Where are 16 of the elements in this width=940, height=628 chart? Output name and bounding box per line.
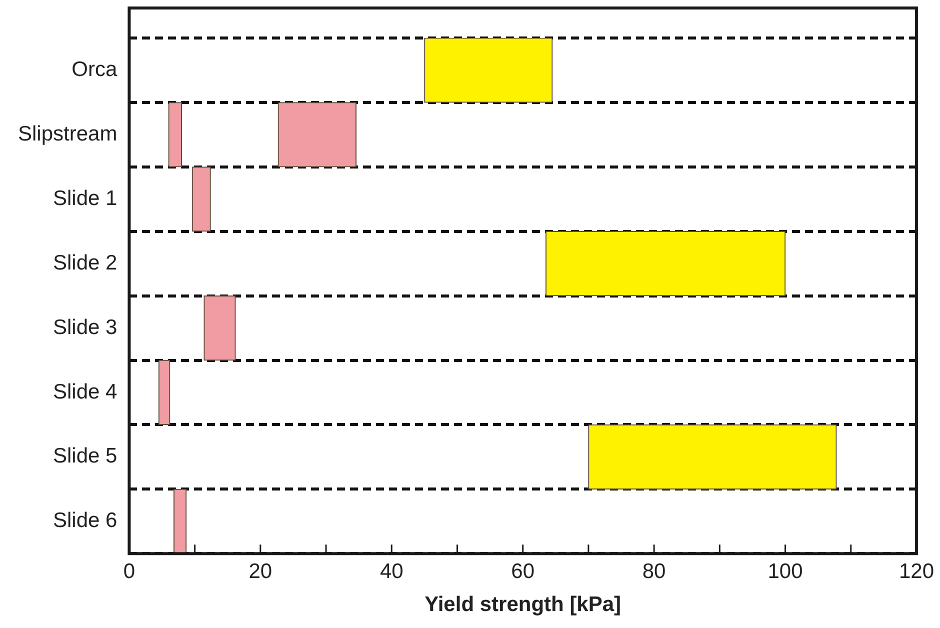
- x-tick-label: 120: [898, 560, 934, 583]
- x-tick-label: 40: [380, 560, 404, 583]
- x-tick-label: 80: [642, 560, 666, 583]
- x-tick-label: 0: [123, 560, 136, 583]
- y-tick-label: Slide 6: [52, 509, 118, 532]
- x-axis-title: Yield strength [kPa]: [424, 593, 622, 616]
- y-tick-label: Slide 4: [52, 380, 118, 404]
- x-tick-label: 20: [248, 560, 272, 583]
- y-tick-label: Slide 3: [52, 316, 118, 339]
- x-tick-label: 60: [511, 560, 535, 583]
- y-tick-label: Slide 1: [52, 186, 118, 210]
- y-tick-label: Slide 5: [52, 444, 118, 468]
- x-tick-label: 100: [768, 560, 803, 583]
- y-tick-label: Orca: [72, 58, 118, 82]
- y-tick-label: Slide 2: [52, 251, 118, 274]
- y-tick-label: Slipstream: [18, 122, 118, 146]
